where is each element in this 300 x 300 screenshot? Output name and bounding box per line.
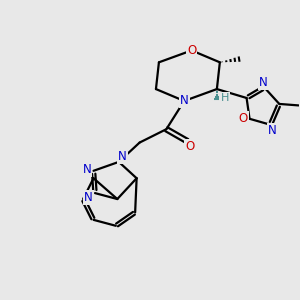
Text: N: N	[180, 94, 189, 107]
Text: N: N	[118, 150, 127, 163]
Text: O: O	[187, 44, 196, 57]
Text: N: N	[84, 191, 93, 204]
Text: H: H	[221, 93, 230, 103]
Text: O: O	[238, 112, 248, 125]
Text: N: N	[259, 76, 267, 89]
Text: N: N	[268, 124, 276, 136]
Text: O: O	[185, 140, 194, 153]
Text: N: N	[82, 163, 91, 176]
